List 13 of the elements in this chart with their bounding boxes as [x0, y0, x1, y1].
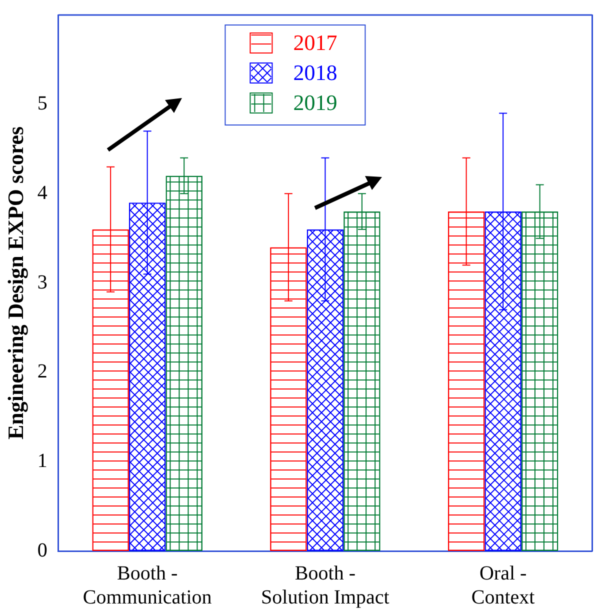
x-tick-label: Booth - Communication — [82, 562, 212, 608]
legend-label: 2019 — [293, 90, 338, 115]
y-axis-title: Engineering Design EXPO scores — [2, 126, 28, 440]
y-tick-label: 3 — [37, 271, 48, 294]
y-tick-label: 4 — [37, 182, 48, 204]
y-tick-label: 0 — [37, 539, 48, 562]
legend-label: 2018 — [293, 60, 338, 85]
x-tick-label: Booth - Solution Impact — [261, 562, 390, 608]
y-tick-label: 2 — [37, 360, 48, 383]
x-tick-label: Oral - Context — [471, 562, 536, 608]
y-tick-label: 5 — [37, 92, 48, 115]
legend-label: 2017 — [293, 30, 338, 55]
y-tick-label: 1 — [37, 450, 48, 472]
